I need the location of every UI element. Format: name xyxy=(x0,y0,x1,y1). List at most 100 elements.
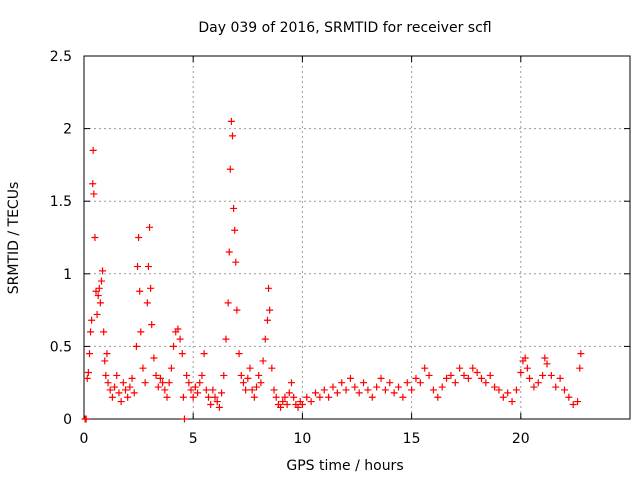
data-point xyxy=(94,292,102,300)
data-point xyxy=(185,379,193,387)
data-point xyxy=(150,354,158,362)
data-point xyxy=(443,374,451,382)
data-point xyxy=(178,350,186,358)
data-point xyxy=(88,316,96,324)
data-point xyxy=(117,398,125,406)
data-point xyxy=(147,284,155,292)
data-point xyxy=(248,386,256,394)
data-point xyxy=(316,393,324,401)
data-point xyxy=(499,393,507,401)
data-point xyxy=(266,306,274,314)
data-point xyxy=(543,360,551,368)
data-point xyxy=(132,342,140,350)
data-point xyxy=(265,284,273,292)
data-point xyxy=(355,389,363,397)
data-point xyxy=(101,357,109,365)
data-point xyxy=(351,383,359,391)
data-point xyxy=(434,393,442,401)
x-tick-label: 0 xyxy=(80,431,89,447)
y-tick-label: 1.5 xyxy=(50,194,72,210)
data-point xyxy=(82,415,90,423)
data-point xyxy=(218,389,226,397)
data-point xyxy=(146,223,154,231)
data-point xyxy=(194,389,202,397)
data-point xyxy=(244,374,252,382)
data-point xyxy=(174,325,182,333)
data-point xyxy=(231,226,239,234)
data-point xyxy=(84,369,92,377)
chart-title: Day 039 of 2016, SRMTID for receiver scf… xyxy=(198,20,491,36)
data-point xyxy=(222,335,230,343)
data-point xyxy=(134,263,142,271)
data-point xyxy=(333,389,341,397)
data-point xyxy=(270,386,278,394)
data-point xyxy=(250,393,258,401)
data-point xyxy=(390,389,398,397)
data-point xyxy=(429,386,437,394)
data-point xyxy=(213,398,221,406)
data-point xyxy=(277,403,285,411)
data-point xyxy=(565,393,573,401)
data-point xyxy=(141,379,149,387)
data-point xyxy=(224,299,232,307)
data-point xyxy=(126,383,134,391)
data-point xyxy=(119,379,127,387)
data-point xyxy=(209,386,217,394)
data-point xyxy=(154,383,162,391)
data-point xyxy=(298,400,306,408)
data-point xyxy=(242,386,250,394)
data-point xyxy=(143,299,151,307)
data-point xyxy=(394,383,402,391)
data-point xyxy=(368,393,376,401)
data-point xyxy=(547,371,555,379)
y-tick-label: 0 xyxy=(63,412,72,428)
data-point xyxy=(469,364,477,372)
data-point xyxy=(495,386,503,394)
data-point xyxy=(539,371,547,379)
data-point xyxy=(552,383,560,391)
data-point xyxy=(100,328,108,336)
data-point xyxy=(165,379,173,387)
data-point xyxy=(290,393,298,401)
data-points xyxy=(81,117,585,423)
data-point xyxy=(156,374,164,382)
data-point xyxy=(342,386,350,394)
data-point xyxy=(438,383,446,391)
data-point xyxy=(196,379,204,387)
data-point xyxy=(215,403,223,411)
data-point xyxy=(227,117,235,125)
data-point xyxy=(232,258,240,266)
data-point xyxy=(83,374,91,382)
data-point xyxy=(187,386,195,394)
data-point xyxy=(113,371,121,379)
data-point xyxy=(246,364,254,372)
data-point xyxy=(121,386,129,394)
data-point xyxy=(346,374,354,382)
data-point xyxy=(281,393,289,401)
data-point xyxy=(307,398,315,406)
data-point xyxy=(220,371,228,379)
data-point xyxy=(416,379,424,387)
data-point xyxy=(460,371,468,379)
data-point xyxy=(148,321,156,329)
data-point xyxy=(556,374,564,382)
data-point xyxy=(204,393,212,401)
y-axis-label: SRMTID / TECUs xyxy=(6,182,22,295)
data-point xyxy=(89,146,97,154)
data-point xyxy=(373,383,381,391)
data-point xyxy=(491,383,499,391)
data-point xyxy=(255,371,263,379)
data-point xyxy=(268,364,276,372)
data-point xyxy=(225,248,233,256)
data-point xyxy=(237,371,245,379)
data-point xyxy=(523,364,531,372)
data-point xyxy=(90,190,98,198)
data-point xyxy=(364,386,372,394)
data-point xyxy=(569,400,577,408)
x-tick-label: 15 xyxy=(403,431,421,447)
data-point xyxy=(283,400,291,408)
data-point xyxy=(521,354,529,362)
x-axis-label: GPS time / hours xyxy=(286,458,403,474)
data-point xyxy=(115,389,123,397)
